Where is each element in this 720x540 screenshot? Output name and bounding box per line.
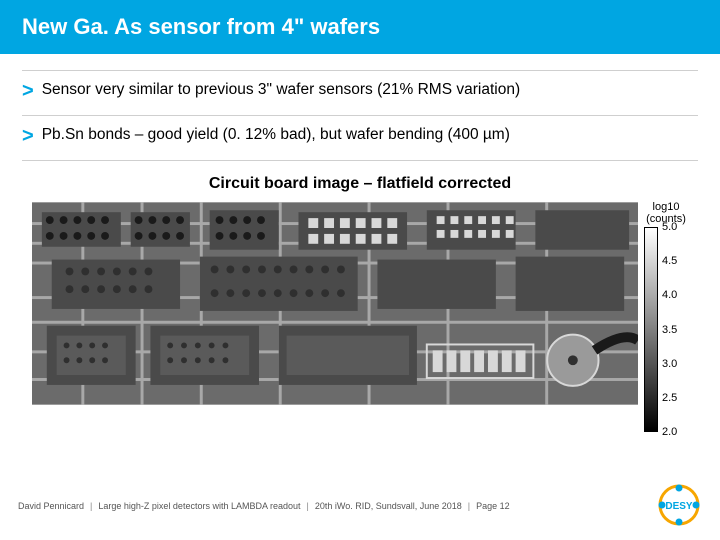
bullet-marker: > bbox=[22, 126, 34, 146]
bullet-item: > Pb.Sn bonds – good yield (0. 12% bad),… bbox=[22, 126, 698, 146]
bullet-text: Pb.Sn bonds – good yield (0. 12% bad), b… bbox=[42, 126, 510, 144]
desy-logo: DESY bbox=[656, 482, 702, 530]
colorbar-tick: 2.5 bbox=[662, 392, 677, 404]
footer-page: Page 12 bbox=[476, 501, 510, 511]
colorbar-tick: 4.5 bbox=[662, 255, 677, 267]
bullet-marker: > bbox=[22, 81, 34, 101]
bullet-item: > Sensor very similar to previous 3" waf… bbox=[22, 81, 698, 101]
bullet-text: Sensor very similar to previous 3" wafer… bbox=[42, 81, 520, 99]
divider bbox=[22, 160, 698, 161]
figure-area: log10 (counts) 5.04.54.03.53.02.52.0 bbox=[22, 201, 698, 432]
svg-text:DESY: DESY bbox=[665, 501, 693, 512]
colorbar-tick: 3.5 bbox=[662, 324, 677, 336]
slide-footer: David Pennicard | Large high-Z pixel det… bbox=[0, 482, 720, 530]
colorbar-tick: 4.0 bbox=[662, 289, 677, 301]
colorbar-tick: 2.0 bbox=[662, 426, 677, 438]
footer-author: David Pennicard bbox=[18, 501, 84, 511]
footer-venue: 20th iWo. RID, Sundsvall, June 2018 bbox=[315, 501, 462, 511]
footer-talk: Large high-Z pixel detectors with LAMBDA… bbox=[98, 501, 300, 511]
slide-title: New Ga. As sensor from 4" wafers bbox=[0, 0, 720, 54]
colorbar-gradient bbox=[644, 227, 658, 432]
colorbar-tick: 5.0 bbox=[662, 221, 677, 233]
figure-title: Circuit board image – flatfield correcte… bbox=[22, 175, 698, 193]
divider bbox=[22, 70, 698, 71]
divider bbox=[22, 115, 698, 116]
circuit-board-image bbox=[32, 201, 638, 406]
colorbar-tick: 3.0 bbox=[662, 358, 677, 370]
colorbar-ticks: 5.04.54.03.53.02.52.0 bbox=[658, 227, 688, 432]
content-area: > Sensor very similar to previous 3" waf… bbox=[0, 54, 720, 432]
colorbar: log10 (counts) 5.04.54.03.53.02.52.0 bbox=[644, 201, 688, 432]
